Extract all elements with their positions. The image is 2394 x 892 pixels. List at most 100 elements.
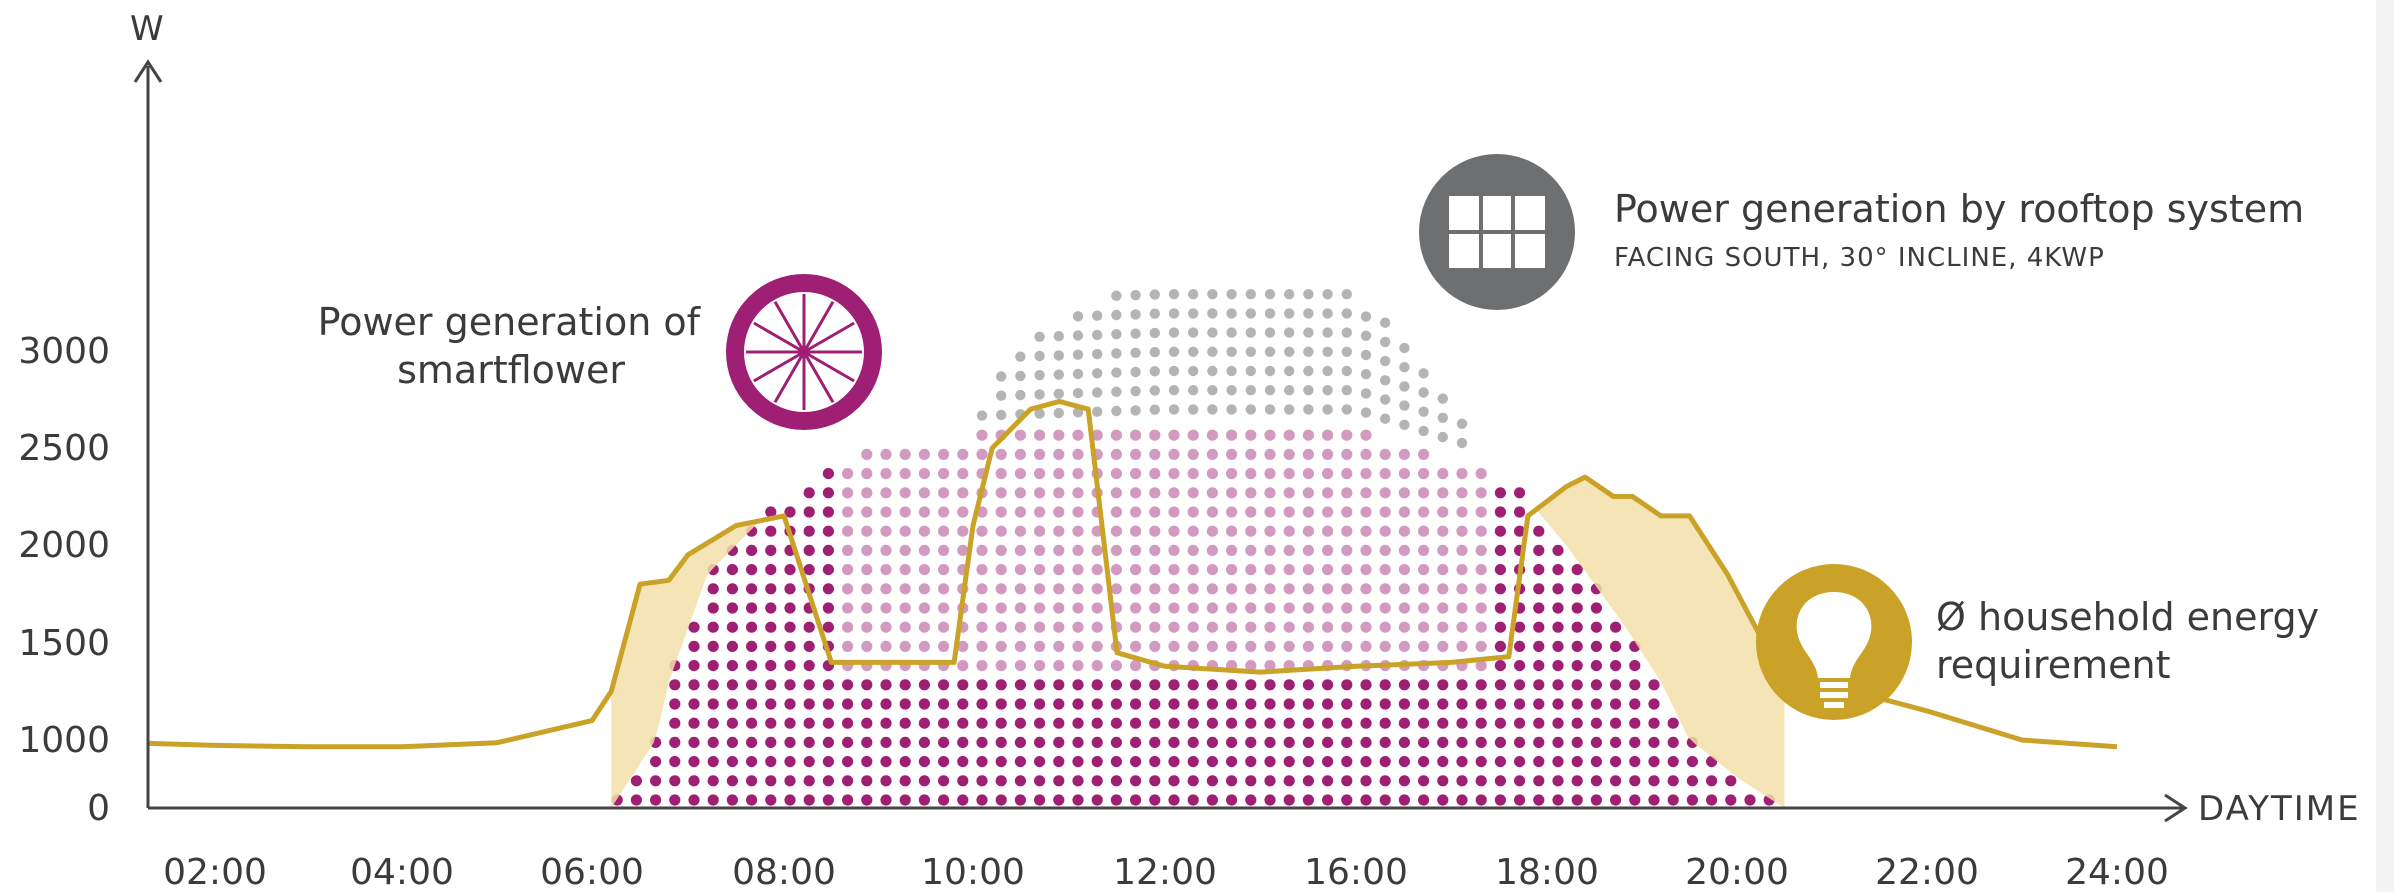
smartflower-dot xyxy=(1187,736,1199,749)
smartflower-dot xyxy=(1149,794,1161,806)
smartflower-dot xyxy=(1283,698,1295,710)
rooftop-dot xyxy=(1092,329,1103,341)
smartflower-dot xyxy=(938,621,950,633)
smartflower-dot xyxy=(938,448,950,460)
smartflower-dot xyxy=(1245,564,1257,576)
smartflower-dot xyxy=(1571,775,1583,787)
rooftop-dot xyxy=(1399,419,1410,430)
smartflower-dot xyxy=(669,756,681,768)
smartflower-dot xyxy=(976,756,988,768)
smartflower-dot xyxy=(669,794,681,806)
smartflower-dot xyxy=(1302,679,1314,691)
smartflower-dot xyxy=(880,698,892,710)
smartflower-dot xyxy=(650,775,662,787)
smartflower-dot xyxy=(1322,487,1334,499)
smartflower-dot xyxy=(1571,602,1583,614)
smartflower-dot xyxy=(1571,717,1583,729)
rooftop-dot xyxy=(1207,308,1218,319)
smartflower-dot xyxy=(1053,717,1065,729)
smartflower-dot xyxy=(1226,544,1238,557)
rooftop-dot xyxy=(1072,368,1084,380)
smartflower-dot xyxy=(1014,640,1026,653)
smartflower-dot xyxy=(1341,794,1353,806)
smartflower-dot xyxy=(1302,621,1314,633)
smartflower-dot xyxy=(803,717,815,729)
smartflower-dot xyxy=(1014,564,1026,576)
smartflower-dot xyxy=(1091,544,1103,557)
smartflower-dot xyxy=(976,429,988,441)
smartflower-dot xyxy=(1110,775,1122,787)
smartflower-dot xyxy=(1014,794,1026,806)
smartflower-dot xyxy=(1379,583,1391,595)
smartflower-dot xyxy=(1245,775,1257,787)
smartflower-dot xyxy=(1494,794,1506,806)
smartflower-dot xyxy=(1226,736,1238,749)
smartflower-dot xyxy=(976,544,988,557)
smartflower-dot xyxy=(1571,660,1583,672)
smartflower-dot xyxy=(1110,525,1122,537)
y-tick-label: 3000 xyxy=(18,331,110,372)
smartflower-dot xyxy=(1302,736,1314,749)
smartflower-dot xyxy=(861,448,873,460)
smartflower-dot xyxy=(938,506,950,518)
smartflower-dot xyxy=(976,602,988,614)
smartflower-dot xyxy=(746,794,758,806)
x-tick-labels: 02:00 04:00 06:00 08:00 10:00 12:00 16:00 18:00… xyxy=(163,852,2169,892)
smartflower-dot xyxy=(1379,775,1391,787)
smartflower-dot xyxy=(918,717,931,729)
smartflower-dot xyxy=(1053,583,1065,595)
smartflower-dot xyxy=(1533,525,1545,537)
rooftop-label-subtitle: FACING SOUTH, 30° INCLINE, 4KWP xyxy=(1614,243,2105,273)
rooftop-dot xyxy=(1226,289,1237,300)
smartflower-dot xyxy=(1226,583,1238,595)
smartflower-dot xyxy=(765,775,777,787)
smartflower-dot xyxy=(1629,660,1641,672)
smartflower-dot xyxy=(1187,756,1199,768)
rooftop-dot xyxy=(1341,327,1353,338)
smartflower-dot xyxy=(726,679,739,691)
smartflower-dot xyxy=(880,756,892,768)
rooftop-dot xyxy=(1034,350,1045,362)
smartflower-dot xyxy=(746,775,758,787)
smartflower-dot xyxy=(1590,794,1602,806)
smartflower-dot xyxy=(726,640,739,653)
smartflower-dot xyxy=(803,679,815,691)
rooftop-dot xyxy=(1034,389,1045,400)
x-tick-label: 02:00 xyxy=(163,852,267,892)
smartflower-dot xyxy=(1187,525,1199,537)
smartflower-dot xyxy=(899,640,911,653)
smartflower-dot xyxy=(1667,717,1679,729)
smartflower-dot xyxy=(765,525,777,537)
smartflower-dot xyxy=(1552,660,1564,672)
smartflower-dot xyxy=(1379,468,1391,480)
smartflower-dot xyxy=(995,698,1007,710)
smartflower-dot xyxy=(938,525,950,537)
smartflower-dot xyxy=(822,525,835,537)
rooftop-dot xyxy=(1284,327,1295,338)
smartflower-dot xyxy=(784,717,796,729)
smartflower-dot xyxy=(880,717,892,729)
smartflower-dot xyxy=(1302,429,1314,441)
smartflower-dot xyxy=(1168,564,1180,576)
smartflower-dot xyxy=(1437,468,1449,480)
smartflower-dot xyxy=(918,775,931,787)
smartflower-dot xyxy=(861,640,873,653)
smartflower-dot xyxy=(1206,775,1218,787)
smartflower-dot xyxy=(1072,640,1084,653)
smartflower-dot xyxy=(1590,756,1602,768)
smartflower-dot xyxy=(1360,640,1372,653)
smartflower-dot xyxy=(1360,794,1372,806)
smartflower-dot xyxy=(1475,756,1487,768)
smartflower-dot xyxy=(784,660,796,672)
smartflower-dot xyxy=(1206,429,1218,441)
smartflower-dot xyxy=(1360,429,1372,441)
smartflower-dot xyxy=(995,679,1007,691)
smartflower-dot xyxy=(1571,640,1583,653)
smartflower-dot xyxy=(880,583,892,595)
smartflower-dot xyxy=(1206,506,1218,518)
smartflower-annotation: Power generation of smartflower xyxy=(318,274,882,430)
smartflower-dot xyxy=(1014,583,1026,595)
smartflower-dot xyxy=(1437,506,1449,518)
smartflower-dot xyxy=(1091,640,1103,653)
smartflower-dot xyxy=(1053,698,1065,710)
